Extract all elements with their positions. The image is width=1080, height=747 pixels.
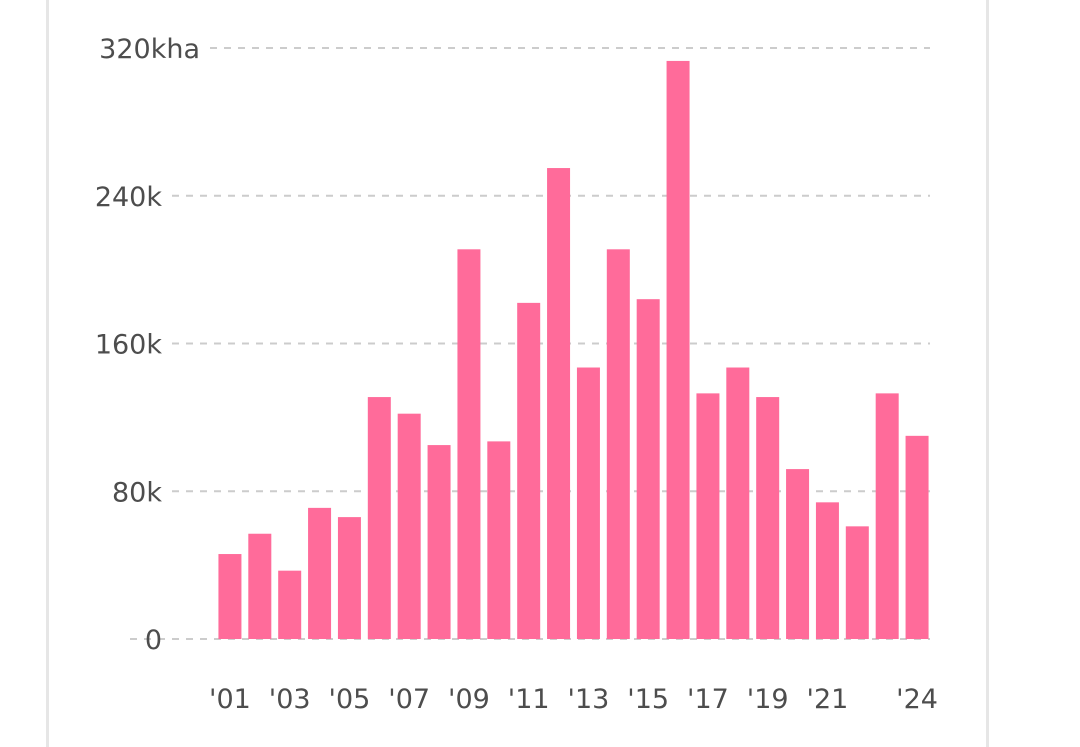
bar-2020[interactable] (786, 469, 810, 639)
bar-2016[interactable] (666, 60, 690, 640)
bar-2013[interactable] (576, 367, 600, 639)
bar-2004[interactable] (308, 507, 332, 639)
x-axis-ticks: '01 '03 '05 '07 '09 '11 '13 '15 '17 '19 '21 '24 (209, 684, 938, 715)
bar-2009[interactable] (457, 249, 481, 639)
x-tick-label: '19 (747, 684, 789, 715)
bar-2021[interactable] (815, 502, 839, 639)
bar-2007[interactable] (397, 413, 421, 639)
bar-2006[interactable] (367, 397, 391, 639)
bar-2005[interactable] (337, 517, 361, 639)
bar-2008[interactable] (427, 445, 451, 639)
x-tick-label: '24 (896, 684, 938, 715)
x-tick-label: '09 (448, 684, 490, 715)
y-tick-label: 0 (145, 625, 162, 656)
x-tick-label: '21 (807, 684, 849, 715)
bar-2019[interactable] (756, 397, 780, 639)
card-left-border (46, 0, 49, 747)
bar-2015[interactable] (636, 299, 660, 639)
y-tick-label: 80k (112, 477, 162, 508)
bar-2023[interactable] (875, 393, 899, 639)
bar-2017[interactable] (696, 393, 720, 639)
bar-2001[interactable] (218, 554, 242, 639)
bars (218, 60, 929, 640)
x-tick-label: '05 (329, 684, 371, 715)
y-tick-label: 160k (95, 330, 163, 361)
y-tick-label: 320kha (99, 34, 200, 65)
x-tick-label: '01 (209, 684, 251, 715)
x-tick-label: '15 (627, 684, 669, 715)
bar-2024[interactable] (905, 435, 929, 639)
bar-2012[interactable] (547, 168, 571, 640)
bar-2018[interactable] (726, 367, 750, 639)
x-tick-label: '11 (508, 684, 550, 715)
x-tick-label: '03 (269, 684, 311, 715)
x-tick-label: '07 (388, 684, 430, 715)
card-right-border (986, 0, 989, 747)
bar-2022[interactable] (845, 526, 869, 639)
bar-2003[interactable] (278, 570, 302, 639)
x-tick-label: '17 (687, 684, 729, 715)
x-tick-label: '13 (568, 684, 610, 715)
y-axis-ticks: 0 80k 160k 240k 320kha (95, 34, 200, 656)
bar-2014[interactable] (606, 249, 630, 639)
bar-2010[interactable] (487, 441, 511, 639)
y-tick-label: 240k (95, 182, 163, 213)
bar-2011[interactable] (517, 302, 541, 639)
bar-2002[interactable] (248, 533, 272, 639)
